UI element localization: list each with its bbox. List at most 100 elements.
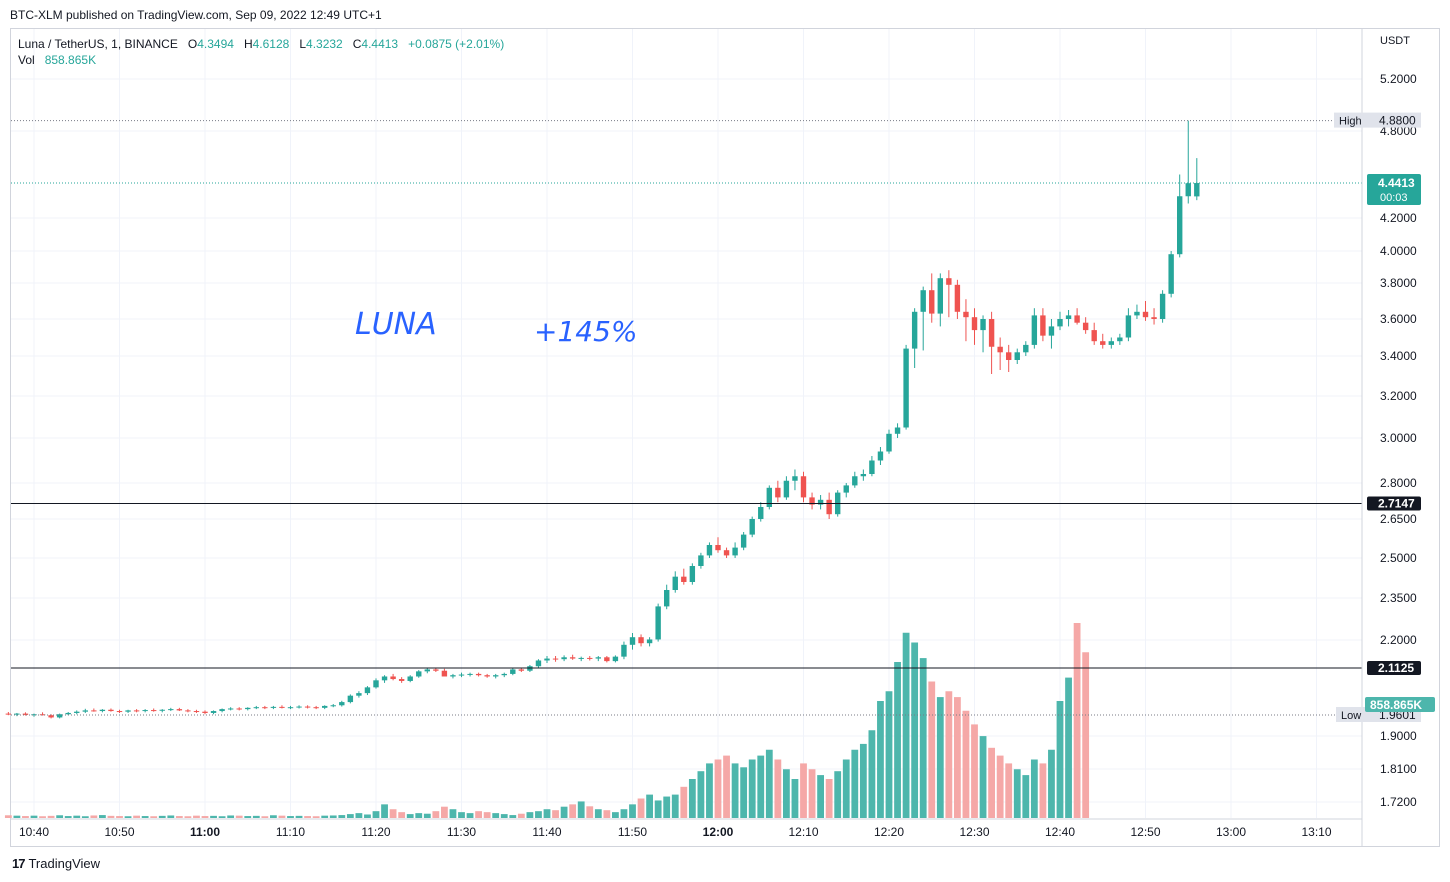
volume-bar [740,767,748,818]
candle-body [151,710,157,712]
volume-bar [99,815,106,818]
legend-volume-row: Vol 858.865K [18,52,504,68]
volume-bar [603,810,611,818]
horizontal-levels [11,120,1362,716]
volume-bar [1005,763,1013,818]
candle-body [91,710,97,712]
volume-bar [381,804,388,818]
volume-bar [706,763,713,818]
volume-bar [800,763,807,818]
candle-body [407,676,413,681]
candle-body [501,673,507,676]
volume-bar [193,815,200,818]
volume-bar [1056,701,1064,818]
candle-body [1006,352,1012,360]
volume-bar [714,759,722,818]
candle-body [1168,254,1174,294]
level-badge [1367,496,1421,511]
volume-bar [81,816,89,818]
volume-bar [22,816,29,818]
candle-body [860,474,867,477]
legend-close-label: C [352,37,362,51]
candle-body [475,673,482,676]
volume-bar [697,771,705,818]
candle-body [22,713,29,715]
low-tag [1336,707,1368,722]
tradingview-footer[interactable]: 17 TradingView [12,856,100,871]
volume-bar [167,815,175,818]
volume-bar [321,815,329,818]
candle-body [911,311,918,349]
volume-bar [671,794,679,818]
candle-body [740,534,747,548]
candle-body [210,711,217,713]
time-tick-label: 12:30 [959,825,989,839]
volume-bar [423,813,431,818]
volume-bar [962,710,970,818]
candle-body [262,707,268,709]
volume-bar [389,809,397,818]
volume-badge-label: 858.865K [1370,698,1422,712]
volume-bar [517,813,525,818]
last-price-countdown: 00:03 [1380,192,1408,204]
candle-body [595,657,601,659]
candle-body [1048,326,1055,336]
volume-badge [1365,697,1435,712]
candle-body [1074,315,1080,323]
volume-bar [158,815,166,818]
volume-bar [988,747,995,818]
candle-body [39,714,46,716]
candle-body [664,590,670,607]
volume-bar [919,658,927,818]
volume-bar [287,816,294,818]
volume-bar [586,806,594,818]
candle-body [646,639,653,644]
volume-bars [4,623,1090,818]
candle-body [1057,319,1063,327]
candle-body [424,669,430,672]
volume-bar [637,798,645,818]
candle-body [621,644,627,657]
volume-bar [355,813,363,818]
candle-body [877,451,884,461]
candle-body [783,480,790,498]
currency-label: USDT [1380,35,1410,47]
candle-body [1117,337,1123,342]
candle-body [510,669,516,674]
time-tick-label: 10:40 [19,825,49,839]
candle-body [433,669,439,671]
time-tick-label: 13:10 [1301,825,1331,839]
candle-body [467,673,473,675]
time-tick-label: 11:20 [361,825,390,839]
volume-bar [124,816,132,818]
price-tick-label: 1.7200 [1380,795,1417,809]
candle-body [108,709,114,712]
legend-volume: 858.865K [44,53,97,67]
time-tick-label: 10:50 [104,825,134,839]
volume-bar [1013,769,1021,818]
volume-bar [64,816,72,818]
price-tick-label: 3.0000 [1380,431,1417,445]
candle-body [364,687,371,694]
candle-body [629,637,636,645]
candle-body [176,709,183,711]
candle-body [732,547,738,556]
candle-body [304,706,311,708]
candle-body [14,713,20,715]
price-tick-label: 2.5000 [1380,551,1417,565]
candle-body [929,290,935,314]
volume-bar [774,759,782,818]
candle-body [1108,341,1114,345]
volume-bar [509,815,517,818]
volume-bar [569,804,577,818]
time-tick-label: 11:40 [532,825,561,839]
volume-bar [218,816,226,818]
tradingview-logo-icon: 17 [12,856,26,871]
volume-bar [612,812,619,818]
candle-body [416,671,422,677]
volume-bar [441,806,448,818]
price-tick-label: 1.9000 [1380,729,1417,743]
candle-body [185,710,191,712]
volume-bar [868,730,876,818]
